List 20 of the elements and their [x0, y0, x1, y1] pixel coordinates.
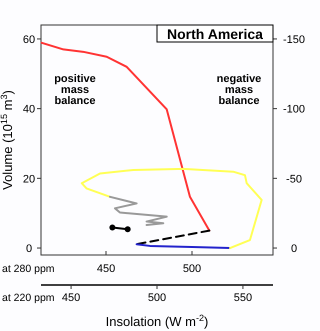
text: at 280 ppm — [2, 263, 55, 275]
line-series — [108, 196, 168, 226]
y2-tick-label: -50 — [286, 173, 302, 186]
x-axis-title: Insolation (W m$^{-2}$) — [106, 313, 208, 329]
text: at 220 ppm — [2, 292, 55, 304]
y2-tick-label: -150 — [282, 34, 306, 46]
y-tick-label: 60 — [22, 34, 36, 46]
y-tick-label: 20 — [22, 173, 36, 186]
y-tick-label: 40 — [22, 104, 36, 116]
line-series — [40, 42, 210, 232]
x2-tick-label: 450 — [62, 292, 80, 304]
annotation: negative mass balance — [216, 73, 262, 107]
y-tick-label: 0 — [26, 243, 32, 256]
x2-tick-label: 500 — [148, 292, 166, 304]
y2-tick-label: -100 — [282, 104, 306, 116]
y2-tick-label: 0 — [290, 243, 298, 256]
x2-tick-label: 550 — [234, 292, 252, 304]
annotation: positive mass balance — [54, 73, 96, 107]
line-series — [80, 168, 263, 250]
chart-title: North America — [167, 26, 264, 42]
